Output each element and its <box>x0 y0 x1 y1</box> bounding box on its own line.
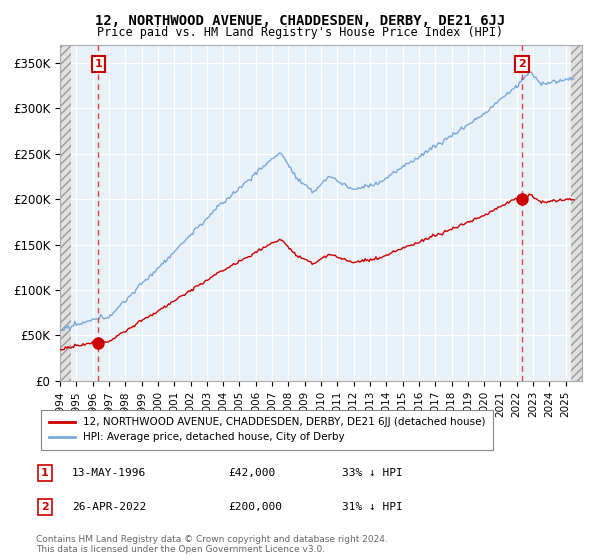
Text: Contains HM Land Registry data © Crown copyright and database right 2024.
This d: Contains HM Land Registry data © Crown c… <box>36 535 388 554</box>
Text: 13-MAY-1996: 13-MAY-1996 <box>72 468 146 478</box>
Text: 1: 1 <box>95 59 103 69</box>
Text: £200,000: £200,000 <box>228 502 282 512</box>
Text: £42,000: £42,000 <box>228 468 275 478</box>
Text: Price paid vs. HM Land Registry's House Price Index (HPI): Price paid vs. HM Land Registry's House … <box>97 26 503 39</box>
Text: 26-APR-2022: 26-APR-2022 <box>72 502 146 512</box>
Text: 12, NORTHWOOD AVENUE, CHADDESDEN, DERBY, DE21 6JJ: 12, NORTHWOOD AVENUE, CHADDESDEN, DERBY,… <box>95 14 505 28</box>
Legend: 12, NORTHWOOD AVENUE, CHADDESDEN, DERBY, DE21 6JJ (detached house), HPI: Average: 12, NORTHWOOD AVENUE, CHADDESDEN, DERBY,… <box>41 410 493 450</box>
Bar <box>571 45 582 381</box>
Text: 2: 2 <box>518 59 526 69</box>
Text: 31% ↓ HPI: 31% ↓ HPI <box>342 502 403 512</box>
Text: 1: 1 <box>41 468 49 478</box>
Text: 2: 2 <box>41 502 49 512</box>
Bar <box>60 45 71 381</box>
Text: 33% ↓ HPI: 33% ↓ HPI <box>342 468 403 478</box>
